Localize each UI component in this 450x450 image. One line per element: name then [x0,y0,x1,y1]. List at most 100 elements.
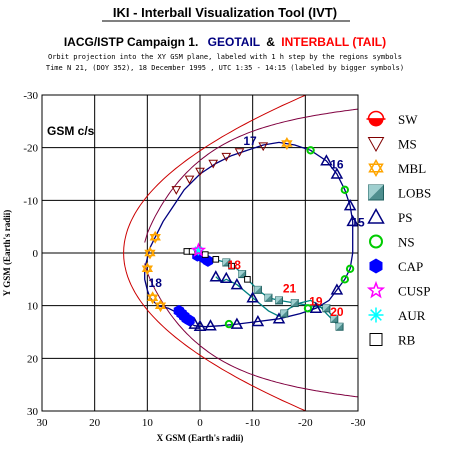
pentagram-icon [366,280,386,299]
x-tick-label: 20 [89,417,101,429]
plot-label: GSM c/s [47,124,95,138]
hour-label: 16 [330,158,344,172]
marker-ns [303,304,313,313]
y-tick-label: 30 [27,406,39,418]
marker-mbl [154,299,167,313]
marker-ps [343,199,357,211]
x-axis-label: X GSM (Earth's radii) [157,433,244,443]
marker-ms [195,167,205,177]
bow-shock-semicircle-icon [366,110,386,127]
marker-ps [220,271,233,284]
y-axis-label: Y GSM (Earth's radii) [2,210,12,296]
marker-ps [272,312,286,324]
marker-ms [258,142,269,152]
x-tick-label: -20 [298,417,313,429]
legend-label: CAP [398,259,423,274]
marker-lobs [264,293,273,302]
legend-item-sw: SW [366,110,418,127]
marker-rb [212,256,220,263]
marker-cap [184,314,195,327]
marker-ps [346,214,358,227]
marker-mbl [147,291,159,305]
legend-item-mbl: MBL [368,158,426,177]
marker-ps [246,291,259,303]
marker-ps [320,154,333,166]
legend-label: RB [398,333,416,348]
x-tick-labels: 30 20 10 0 -10 -20 -30 [37,417,366,429]
legend-item-ps: PS [367,207,412,225]
marker-lobs [222,258,231,267]
legend-label: SW [398,112,418,127]
marker-ps [330,167,344,179]
down-triangle-icon [367,137,385,153]
marker-lobs [335,322,344,331]
marker-ps [251,314,265,327]
legend-label: AUR [398,308,426,323]
filled-hexagon-icon [369,258,383,274]
legend-item-lobs: LOBS [368,184,431,201]
subtitle-line-2: Time N 21, (DOY 352), 18 December 1995 ,… [46,64,404,72]
marker-ps [209,270,223,282]
marker-lobs [330,314,339,323]
marker-ns [224,319,234,329]
x-tick-label: 10 [142,417,154,429]
marker-cusp [190,242,207,257]
legend-item-ns: NS [369,234,415,250]
up-triangle-icon [367,207,385,224]
region-markers [141,137,358,331]
legend-item-rb: RB [369,333,416,348]
legend-label: PS [398,210,412,225]
model-boundaries [123,95,358,411]
y-tick-label: 0 [33,248,39,260]
hour-label: 17 [243,134,257,148]
legend-label: CUSP [398,284,431,299]
marker-cap [202,254,214,267]
marker-ps [230,317,244,329]
hour-label: 18 [228,258,242,272]
legend-item-cap: CAP [369,258,423,274]
geotail-label: GEOTAIL [208,35,260,49]
marker-lobs [275,296,283,305]
marker-ns [345,264,355,273]
y-tick-labels: -30 -20 -10 0 10 20 30 [23,90,38,418]
hour-label: 20 [330,305,344,319]
magnetopause-north-curve [144,108,358,243]
legend-item-aur: AUR [368,307,426,323]
shaded-square-icon [368,184,384,201]
legend: SW MS MBL LOBS PS NS CAP CUSP AUR RB [366,110,431,348]
legend-label: MBL [398,161,426,176]
marker-lobs [280,309,289,318]
marker-ns [340,275,350,284]
campaign-line: IACG/ISTP Campaign 1. GEOTAIL & INTERBAL… [64,35,386,49]
marker-mbl [149,230,161,244]
marker-ps [204,319,217,331]
y-tick-label: -20 [23,143,38,155]
legend-item-ms: MS [367,137,417,153]
hour-label: 18 [149,276,163,290]
x-tick-label: -30 [351,417,366,429]
legend-item-cusp: CUSP [366,280,431,299]
magnetopause-south-curve [144,263,358,398]
asterisk-icon [368,307,384,323]
marker-lobs [322,304,331,313]
marker-ms [184,175,195,185]
x-tick-label: 0 [197,417,203,429]
x-tick-label: 30 [37,417,49,429]
marker-ps [309,301,323,314]
marker-lobs [253,285,262,294]
marker-ps [330,283,344,295]
y-tick-label: 20 [27,353,39,365]
x-tick-label: -10 [245,417,260,429]
marker-rb [183,248,191,255]
hour-label: 19 [309,295,323,309]
interball-label: INTERBALL (TAIL) [281,35,386,49]
marker-lobs [290,299,299,308]
ring-icon [369,234,383,249]
marker-rb [201,251,209,258]
star-of-david-icon [368,158,384,177]
y-tick-label: -10 [23,195,38,207]
plot-frame [41,94,359,412]
marker-ms [234,148,245,157]
marker-ms [221,152,232,162]
